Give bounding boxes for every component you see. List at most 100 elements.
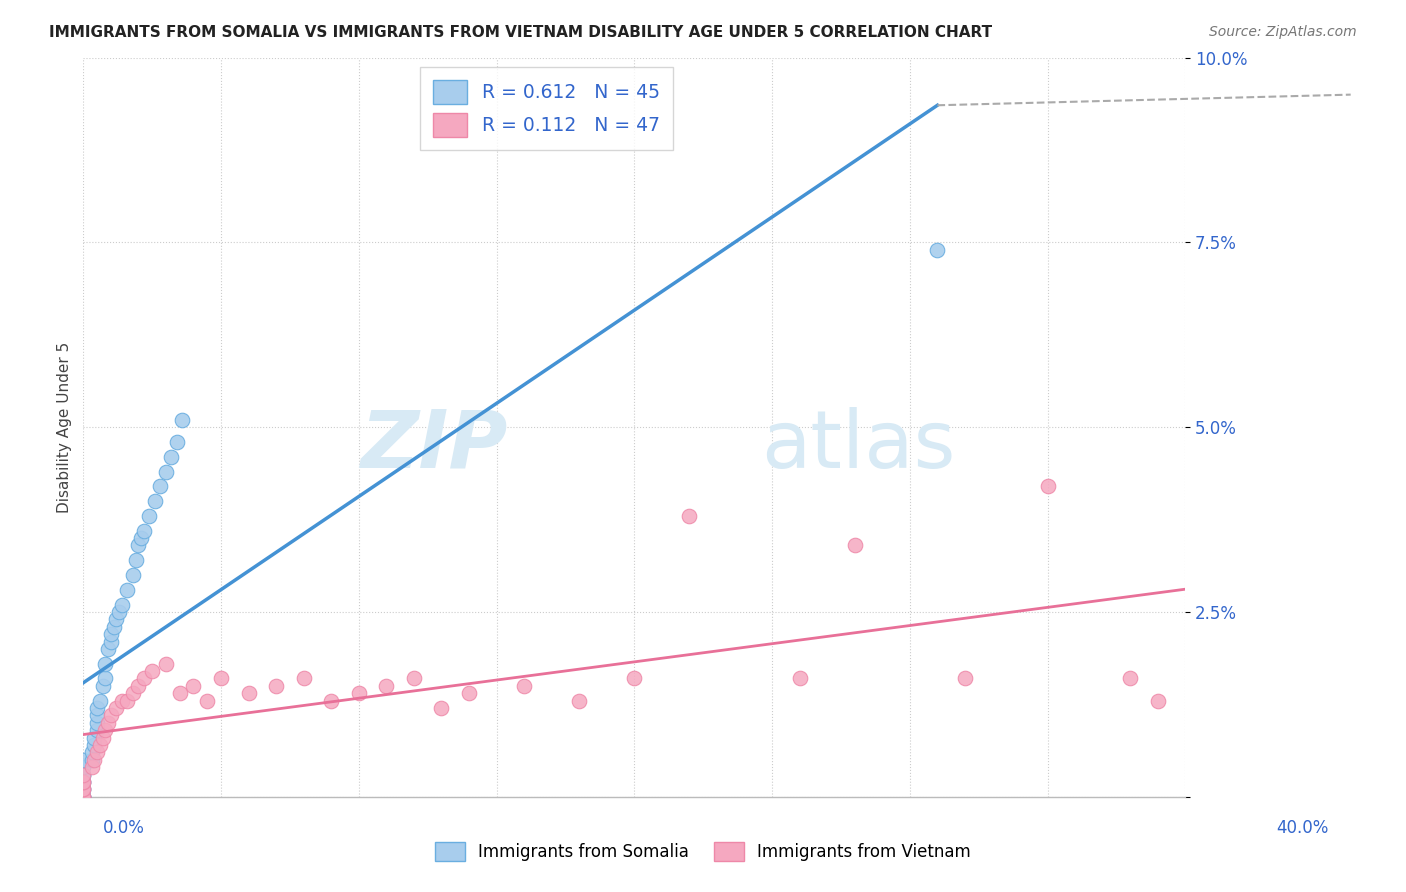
- Legend: R = 0.612   N = 45, R = 0.112   N = 47: R = 0.612 N = 45, R = 0.112 N = 47: [419, 67, 672, 150]
- Point: [209, 672, 232, 686]
- Point: [86, 723, 108, 738]
- Point: [100, 627, 122, 641]
- Point: [72, 767, 94, 781]
- Point: [238, 686, 260, 700]
- Point: [72, 775, 94, 789]
- Point: [122, 686, 145, 700]
- Point: [132, 524, 155, 538]
- Point: [80, 753, 103, 767]
- Point: [86, 745, 108, 759]
- Point: [80, 760, 103, 774]
- Point: [111, 693, 134, 707]
- Point: [72, 775, 94, 789]
- Point: [264, 679, 287, 693]
- Text: Source: ZipAtlas.com: Source: ZipAtlas.com: [1209, 25, 1357, 39]
- Point: [72, 782, 94, 797]
- Point: [72, 789, 94, 804]
- Point: [103, 620, 125, 634]
- Point: [195, 693, 218, 707]
- Point: [72, 753, 94, 767]
- Point: [155, 657, 177, 671]
- Point: [97, 641, 120, 656]
- Point: [623, 672, 645, 686]
- Point: [72, 767, 94, 781]
- Point: [132, 672, 155, 686]
- Point: [100, 634, 122, 648]
- Point: [94, 657, 117, 671]
- Text: IMMIGRANTS FROM SOMALIA VS IMMIGRANTS FROM VIETNAM DISABILITY AGE UNDER 5 CORREL: IMMIGRANTS FROM SOMALIA VS IMMIGRANTS FR…: [49, 25, 993, 40]
- Point: [124, 553, 146, 567]
- Point: [183, 679, 205, 693]
- Point: [172, 413, 194, 427]
- Point: [375, 679, 398, 693]
- Point: [953, 672, 976, 686]
- Point: [80, 745, 103, 759]
- Point: [789, 672, 811, 686]
- Text: 40.0%: 40.0%: [1277, 819, 1329, 837]
- Point: [513, 679, 536, 693]
- Point: [138, 508, 160, 523]
- Point: [149, 479, 172, 493]
- Point: [927, 243, 949, 257]
- Point: [430, 701, 453, 715]
- Point: [111, 598, 134, 612]
- Point: [347, 686, 370, 700]
- Point: [127, 679, 149, 693]
- Point: [117, 582, 139, 597]
- Point: [155, 465, 177, 479]
- Point: [72, 789, 94, 804]
- Point: [166, 434, 188, 449]
- Point: [72, 782, 94, 797]
- Point: [402, 672, 425, 686]
- Point: [72, 789, 94, 804]
- Point: [169, 686, 191, 700]
- Point: [292, 672, 315, 686]
- Point: [117, 693, 139, 707]
- Point: [160, 450, 183, 464]
- Point: [72, 767, 94, 781]
- Point: [122, 568, 145, 582]
- Y-axis label: Disability Age Under 5: Disability Age Under 5: [58, 342, 72, 513]
- Point: [72, 775, 94, 789]
- Point: [72, 789, 94, 804]
- Point: [141, 664, 163, 678]
- Point: [91, 679, 114, 693]
- Point: [321, 693, 343, 707]
- Point: [105, 612, 128, 626]
- Point: [100, 708, 122, 723]
- Point: [83, 753, 105, 767]
- Point: [72, 782, 94, 797]
- Point: [72, 789, 94, 804]
- Text: 0.0%: 0.0%: [103, 819, 145, 837]
- Point: [1146, 693, 1168, 707]
- Point: [72, 760, 94, 774]
- Point: [72, 789, 94, 804]
- Point: [844, 538, 866, 552]
- Text: ZIP: ZIP: [360, 407, 508, 484]
- Point: [86, 701, 108, 715]
- Text: atlas: atlas: [761, 407, 956, 484]
- Point: [83, 738, 105, 752]
- Point: [97, 715, 120, 730]
- Point: [108, 605, 131, 619]
- Legend: Immigrants from Somalia, Immigrants from Vietnam: Immigrants from Somalia, Immigrants from…: [429, 835, 977, 868]
- Point: [94, 723, 117, 738]
- Point: [568, 693, 591, 707]
- Point: [129, 531, 152, 545]
- Point: [91, 731, 114, 745]
- Point: [678, 508, 700, 523]
- Point: [143, 494, 166, 508]
- Point: [72, 782, 94, 797]
- Point: [127, 538, 149, 552]
- Point: [83, 731, 105, 745]
- Point: [94, 672, 117, 686]
- Point: [1036, 479, 1059, 493]
- Point: [89, 738, 111, 752]
- Point: [458, 686, 481, 700]
- Point: [89, 693, 111, 707]
- Point: [105, 701, 128, 715]
- Point: [72, 789, 94, 804]
- Point: [72, 775, 94, 789]
- Point: [86, 708, 108, 723]
- Point: [86, 715, 108, 730]
